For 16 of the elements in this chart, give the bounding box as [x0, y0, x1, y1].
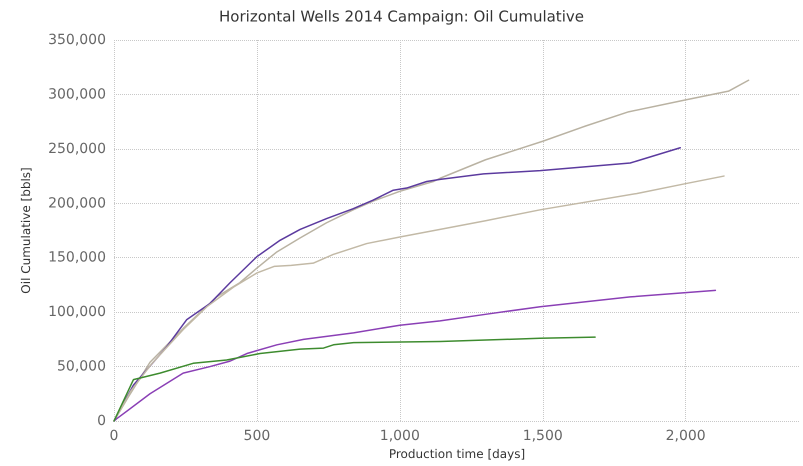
y-tick-label: 300,000 — [48, 86, 106, 102]
chart-title: Horizontal Wells 2014 Campaign: Oil Cumulative — [219, 8, 584, 26]
y-tick-label: 100,000 — [48, 304, 106, 320]
x-tick-label: 1,500 — [522, 428, 563, 444]
y-axis-title: Oil Cumulative [bbls] — [19, 167, 33, 294]
y-tick-label: 350,000 — [48, 32, 106, 48]
x-tick-label: 0 — [110, 428, 118, 444]
x-tick-label: 500 — [244, 428, 270, 444]
y-tick-label: 0 — [97, 413, 106, 429]
y-tick-label: 250,000 — [48, 140, 106, 157]
x-tick-label: 2,000 — [666, 428, 706, 444]
x-tick-label: 1,000 — [380, 428, 420, 444]
x-axis-title: Production time [days] — [388, 446, 526, 461]
y-tick-label: 200,000 — [48, 195, 106, 212]
y-tick-label: 150,000 — [48, 250, 106, 266]
y-tick-label: 50,000 — [57, 358, 106, 375]
